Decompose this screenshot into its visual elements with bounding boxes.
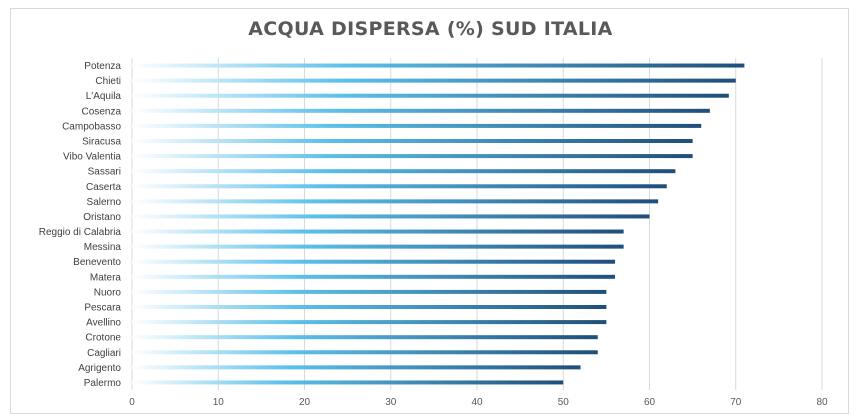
category-label: Vibo Valentia <box>63 152 121 163</box>
category-label: Messina <box>84 242 122 253</box>
category-label: Siracusa <box>82 137 121 148</box>
bar-benevento <box>132 259 615 264</box>
x-axis-ticks: 0 10 20 30 40 50 60 70 80 <box>129 397 828 408</box>
category-labels: Potenza Chieti L'Aquila Cosenza Campobasso Si… <box>39 61 122 389</box>
x-tick-label: 50 <box>558 397 570 408</box>
category-label: Campobasso <box>62 121 121 132</box>
gridlines <box>131 58 823 390</box>
x-tick-label: 40 <box>471 397 483 408</box>
bar-pescara <box>132 305 607 309</box>
category-label: L'Aquila <box>86 91 122 102</box>
category-label: Pescara <box>84 303 121 314</box>
chart-title: ACQUA DISPERSA (%) SUD ITALIA <box>248 18 613 40</box>
x-tick-label: 20 <box>299 397 311 408</box>
category-label: Avellino <box>86 318 121 329</box>
x-tick-label: 0 <box>129 397 135 408</box>
bar-avellino <box>132 320 607 325</box>
bar-agrigento <box>132 365 581 370</box>
chart-area <box>10 8 849 414</box>
category-label: Potenza <box>84 61 121 72</box>
category-label: Chieti <box>95 76 121 87</box>
category-label: Oristano <box>83 212 121 223</box>
x-tick-label: 10 <box>213 397 225 408</box>
category-label: Palermo <box>84 378 122 389</box>
bar-messina <box>132 244 624 249</box>
x-tick-label: 70 <box>730 397 742 408</box>
bar-l-aquila <box>132 93 729 98</box>
category-label: Reggio di Calabria <box>39 227 122 238</box>
category-label: Sassari <box>88 167 121 178</box>
category-label: Caserta <box>86 182 121 193</box>
bar-palermo <box>132 380 564 385</box>
bar-sassari <box>132 169 676 174</box>
bar-siracusa <box>132 139 693 143</box>
bar-chieti <box>132 78 736 83</box>
bar-nuoro <box>132 289 607 294</box>
bar-matera <box>132 274 615 279</box>
category-label: Salerno <box>87 197 122 208</box>
category-label: Agrigento <box>78 363 121 374</box>
category-label: Nuoro <box>94 287 122 298</box>
category-label: Cosenza <box>82 106 122 117</box>
category-label: Crotone <box>85 333 121 344</box>
category-label: Benevento <box>73 257 121 268</box>
bar-potenza <box>132 63 745 68</box>
bar-salerno <box>132 199 659 204</box>
category-label: Cagliari <box>87 348 121 359</box>
bar-caserta <box>132 184 667 189</box>
bar-oristano <box>132 214 650 219</box>
bar-crotone <box>132 335 598 340</box>
bar-vibo-valentia <box>132 154 693 159</box>
bars <box>132 63 745 385</box>
bar-reggio-di-calabria <box>132 229 624 234</box>
x-tick-label: 30 <box>385 397 397 408</box>
bar-cosenza <box>132 108 710 113</box>
bar-cagliari <box>132 350 598 355</box>
x-tick-label: 60 <box>644 397 656 408</box>
category-label: Matera <box>90 272 122 283</box>
x-tick-label: 80 <box>816 397 828 408</box>
bar-campobasso <box>132 123 702 128</box>
